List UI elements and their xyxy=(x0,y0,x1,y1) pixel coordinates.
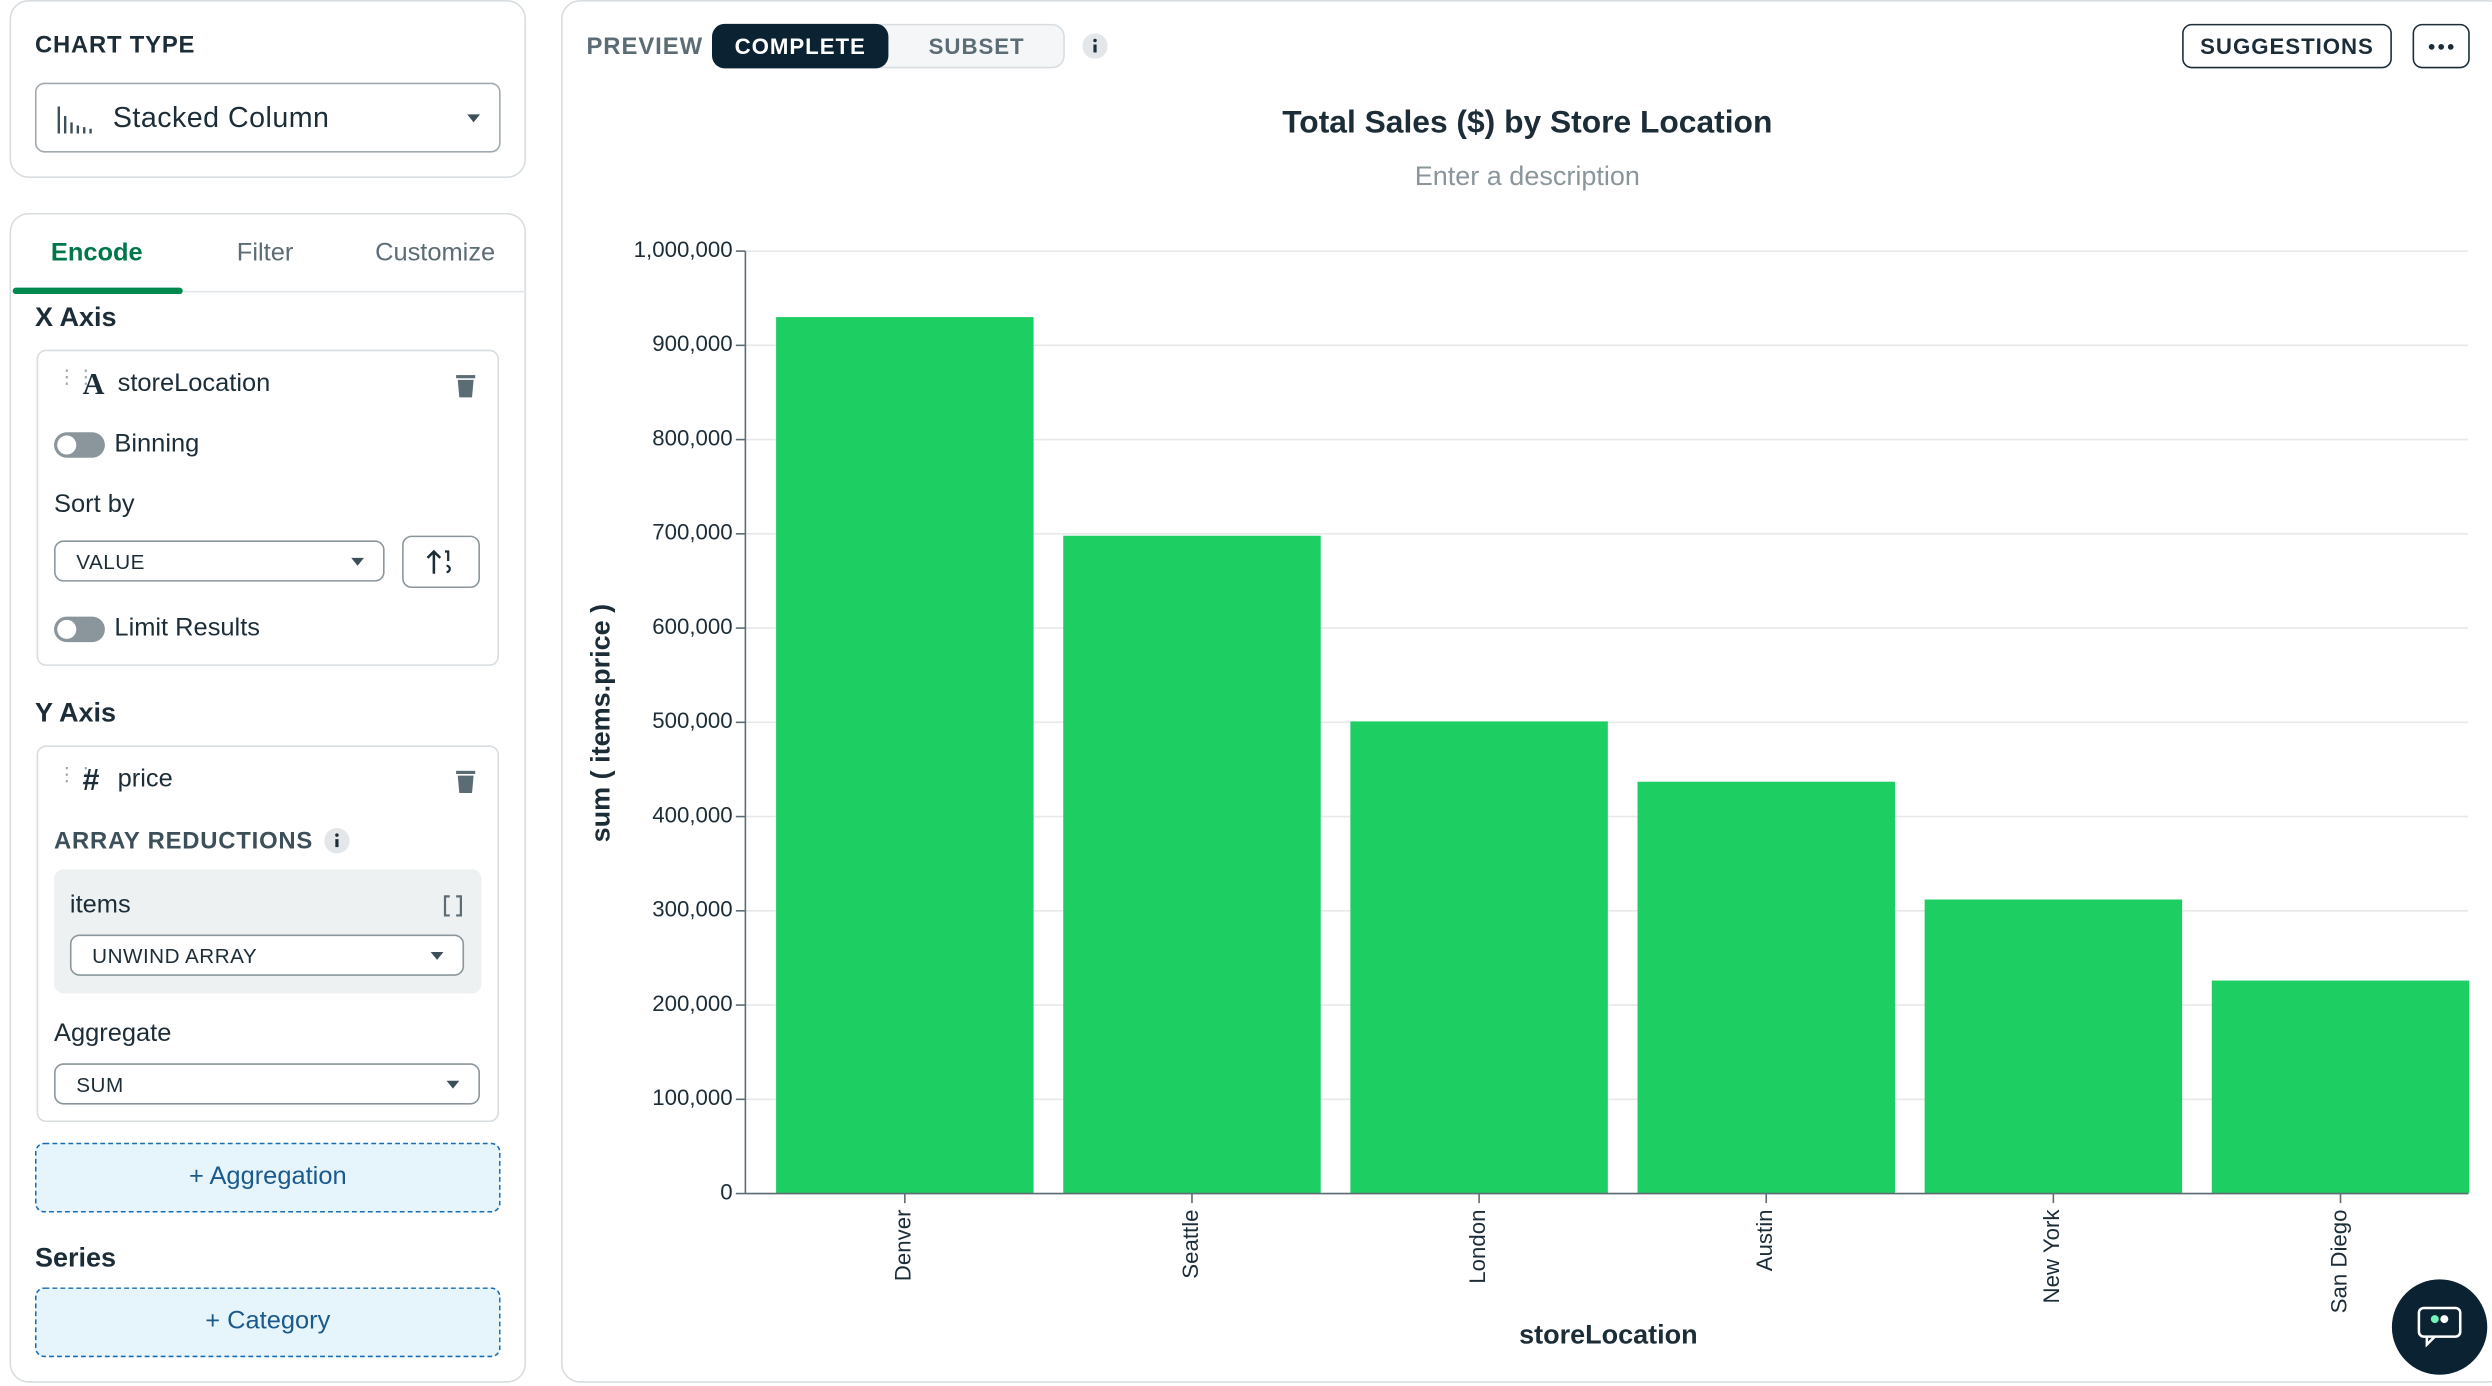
x-tick-label: Austin xyxy=(1752,1209,1777,1271)
value: UNWIND ARRAY xyxy=(92,943,258,968)
tab[interactable]: Customize xyxy=(375,239,496,268)
info-icon[interactable] xyxy=(1082,33,1108,59)
bar xyxy=(1924,899,2183,1194)
y-tick-label: 900,000 xyxy=(652,331,732,356)
label: Binning xyxy=(114,430,200,458)
chart-title: Total Sales ($) by Store Location xyxy=(1282,103,1772,139)
icon xyxy=(2428,44,2454,50)
segment[interactable]: SUBSET xyxy=(928,33,1025,59)
y-tick-label: 700,000 xyxy=(652,520,732,545)
toggle[interactable] xyxy=(54,616,105,643)
chart-subtitle: Enter a description xyxy=(1415,161,1640,191)
add-aggregation-button[interactable]: + Aggregation xyxy=(34,1142,501,1213)
drag-handle: ⋮⋮ xyxy=(57,762,96,786)
x-tick-label: New York xyxy=(2039,1209,2064,1304)
y-axis-label: sum ( items.price ) xyxy=(585,604,615,843)
tab[interactable]: Encode xyxy=(50,239,143,268)
label: Limit Results xyxy=(114,615,260,643)
icon xyxy=(426,549,451,574)
field: storeLocation xyxy=(117,370,271,398)
y-tick-label: 0 xyxy=(720,1179,732,1204)
sort-order-button[interactable] xyxy=(402,535,480,589)
label: Aggregate xyxy=(54,1020,172,1048)
x-tick-label: San Diego xyxy=(2326,1209,2351,1313)
icon xyxy=(57,106,92,134)
heading: X Axis xyxy=(34,301,117,333)
label: ARRAY REDUCTIONS xyxy=(54,828,314,856)
divider xyxy=(9,290,527,293)
label: PREVIEW xyxy=(586,33,704,61)
bar xyxy=(1063,535,1321,1194)
bar xyxy=(1637,781,1895,1194)
chart-type-panel xyxy=(9,0,527,179)
trash-icon[interactable] xyxy=(455,373,477,398)
y-tick-label: 600,000 xyxy=(652,614,732,639)
bar xyxy=(776,317,1034,1194)
sort-select[interactable]: VALUE xyxy=(54,540,385,582)
aggregate-select[interactable]: SUM xyxy=(54,1063,480,1105)
chat-button[interactable] xyxy=(2391,1279,2488,1375)
heading: Series xyxy=(34,1242,117,1274)
value: SUM xyxy=(76,1071,124,1096)
field: price xyxy=(117,766,173,794)
y-tick-label: 1,000,000 xyxy=(634,237,733,262)
y-tick-label: 500,000 xyxy=(652,708,732,733)
tab-underline xyxy=(12,287,183,295)
field-card xyxy=(36,349,500,666)
bar xyxy=(1350,721,1608,1194)
label: Sort by xyxy=(54,491,135,519)
y-tick-label: 400,000 xyxy=(652,802,732,827)
field-card xyxy=(36,745,500,1123)
x-tick-label: Seattle xyxy=(1178,1209,1203,1278)
suggestions-button[interactable]: SUGGESTIONS xyxy=(2182,23,2392,69)
reduction-select[interactable]: UNWIND ARRAY xyxy=(69,934,465,976)
info-icon[interactable] xyxy=(324,828,350,854)
tab[interactable]: Filter xyxy=(236,239,294,268)
y-tick-label: 100,000 xyxy=(652,1085,732,1110)
y-tick-label: 300,000 xyxy=(652,897,732,922)
bar xyxy=(2211,980,2470,1194)
icon xyxy=(2417,1306,2462,1348)
drag-handle: ⋮⋮ xyxy=(57,365,96,388)
segment[interactable]: COMPLETE xyxy=(712,23,889,69)
x-tick-label: Denver xyxy=(891,1209,916,1281)
heading: Y Axis xyxy=(34,697,117,728)
label: CHART TYPE xyxy=(34,31,196,59)
value: Stacked Column xyxy=(112,100,330,133)
array-icon xyxy=(443,895,463,917)
x-axis-label: storeLocation xyxy=(1519,1320,1698,1350)
chart-type-select[interactable]: Stacked Column xyxy=(34,82,501,153)
y-tick-label: 800,000 xyxy=(652,425,732,450)
toggle[interactable] xyxy=(54,432,105,458)
y-tick-label: 200,000 xyxy=(652,991,732,1016)
value: VALUE xyxy=(76,549,145,573)
add-category-button[interactable]: + Category xyxy=(34,1287,501,1358)
x-tick-label: London xyxy=(1465,1209,1490,1283)
field-icon: # xyxy=(82,764,100,798)
field-icon: A xyxy=(82,368,105,403)
trash-icon[interactable] xyxy=(455,769,477,794)
more-button[interactable] xyxy=(2412,23,2470,69)
label: items xyxy=(69,891,131,919)
